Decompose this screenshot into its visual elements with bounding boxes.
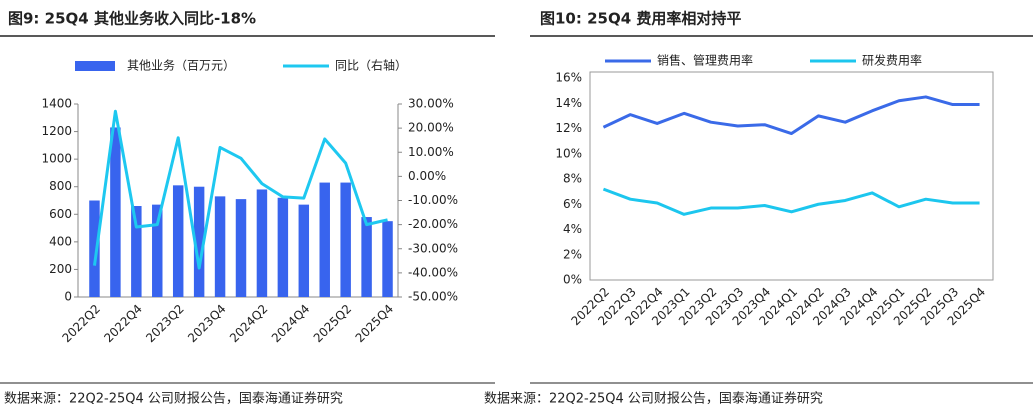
y-tick-label: 200 — [49, 262, 72, 276]
bar — [152, 204, 163, 297]
bar — [110, 127, 121, 297]
y-tick-label: 12% — [555, 121, 582, 135]
legend-label: 同比（右轴） — [335, 58, 407, 73]
bar — [340, 182, 351, 297]
y-tick-label: 2% — [563, 247, 582, 261]
bar — [298, 204, 310, 297]
y2-tick-label: 10.00% — [408, 145, 454, 159]
bar — [361, 217, 372, 297]
bar — [131, 206, 142, 297]
plot-frame — [589, 71, 994, 281]
x-tick-label: 2023Q2 — [143, 302, 187, 346]
legend-label: 研发费用率 — [862, 53, 922, 68]
y-tick-label: 4% — [563, 222, 582, 236]
bar — [256, 189, 268, 297]
y-tick-label: 1400 — [41, 97, 72, 111]
chart-title: 图10: 25Q4 费用率相对持平 — [540, 10, 741, 28]
bar — [193, 186, 205, 297]
y2-tick-label: -40.00% — [408, 265, 458, 279]
y-tick-label: 400 — [49, 234, 72, 248]
y-tick-label: 600 — [49, 207, 72, 221]
line — [602, 187, 980, 216]
x-tick-label: 2025Q4 — [353, 302, 397, 346]
bar — [172, 185, 184, 297]
y-tick-label: 6% — [563, 197, 582, 211]
line — [602, 95, 980, 136]
y-tick-label: 800 — [49, 179, 72, 193]
y-tick-label: 10% — [555, 146, 582, 160]
chart-title: 图9: 25Q4 其他业务收入同比-18% — [8, 10, 256, 28]
y2-tick-label: -20.00% — [408, 217, 458, 231]
y-tick-label: 0% — [563, 273, 582, 287]
x-tick-label: 2025Q2 — [311, 302, 355, 346]
y-tick-label: 1200 — [41, 124, 72, 138]
y-tick-label: 8% — [563, 172, 582, 186]
y-tick-label: 16% — [555, 71, 582, 85]
x-tick-label: 2022Q4 — [101, 302, 145, 346]
x-tick-label: 2023Q4 — [185, 302, 229, 346]
bar — [235, 199, 247, 297]
x-tick-label: 2024Q2 — [227, 302, 271, 346]
y2-tick-label: -50.00% — [408, 290, 458, 304]
y2-tick-label: -10.00% — [408, 193, 458, 207]
bar — [277, 197, 289, 297]
bar — [214, 196, 226, 297]
y-tick-label: 0 — [64, 290, 72, 304]
bar — [319, 182, 330, 297]
bar — [89, 200, 100, 297]
y2-tick-label: 0.00% — [408, 169, 446, 183]
y-tick-label: 14% — [555, 96, 582, 110]
line — [92, 109, 388, 270]
source-note: 数据来源：22Q2-25Q4 公司财报公告，国泰海通证券研究 — [4, 391, 343, 407]
x-tick-label: 2022Q2 — [59, 302, 103, 346]
bar — [382, 221, 393, 297]
x-tick-label: 2024Q4 — [269, 302, 313, 346]
y-tick-label: 1000 — [41, 152, 72, 166]
legend-label: 其他业务（百万元） — [127, 58, 235, 73]
legend-label: 销售、管理费用率 — [657, 53, 753, 68]
y2-tick-label: -30.00% — [408, 241, 458, 255]
y2-tick-label: 20.00% — [408, 121, 454, 135]
source-note: 数据来源：22Q2-25Q4 公司财报公告，国泰海通证券研究 — [484, 391, 823, 407]
y2-tick-label: 30.00% — [408, 97, 454, 111]
legend-swatch — [75, 61, 115, 71]
